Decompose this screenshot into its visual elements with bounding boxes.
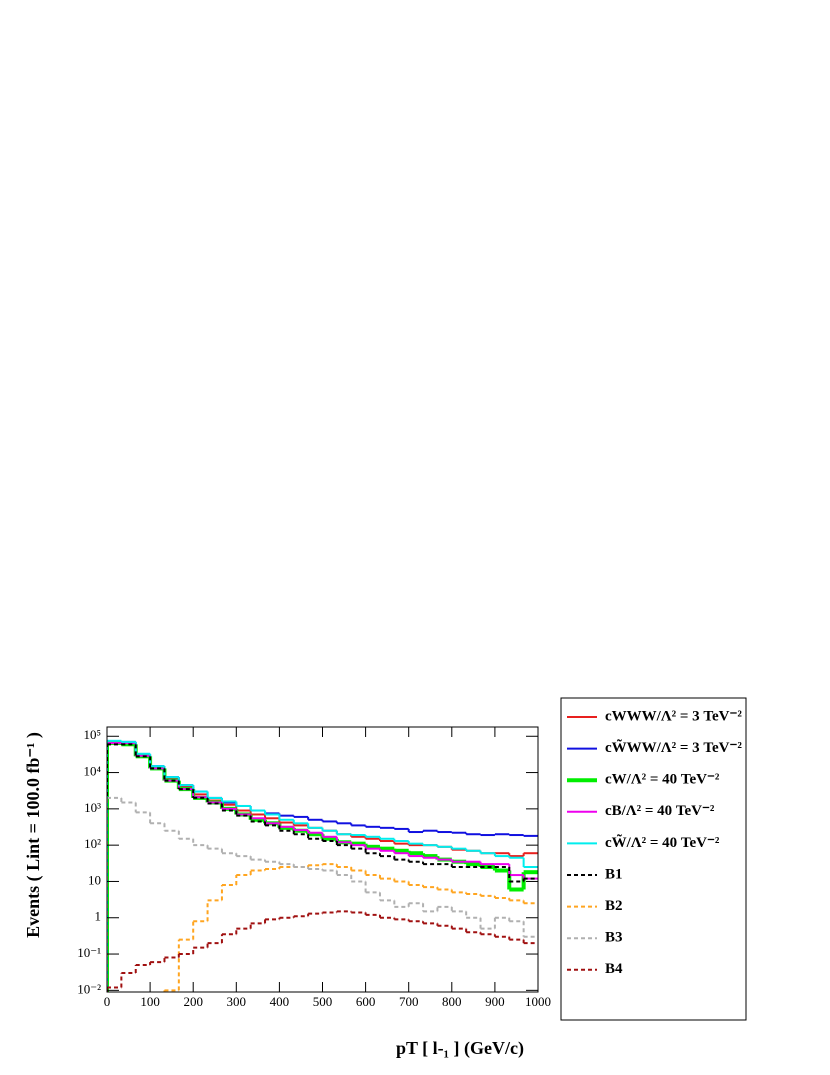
frame [106, 726, 539, 993]
x-tick-label: 700 [399, 994, 419, 1009]
y-tick-label: 1 [95, 909, 102, 924]
y-tick-label: 10⁵ [83, 727, 101, 742]
x-tick-label: 800 [442, 994, 462, 1009]
y-tick-label: 10⁴ [83, 764, 101, 779]
y-tick-label: 10² [84, 836, 101, 851]
x-tick-label: 1000 [525, 994, 551, 1009]
legend-label: cW̃WW/Λ² = 3 TeV⁻² [605, 739, 742, 756]
y-tick-label: 10⁻² [77, 981, 101, 996]
y-tick-label: 10³ [84, 800, 101, 815]
x-tick-label: 600 [356, 994, 376, 1009]
y-tick-label: 10 [88, 872, 101, 887]
legend-label: B1 [605, 866, 623, 882]
plot-area [107, 739, 538, 992]
y-tick-label: 10⁻¹ [77, 945, 101, 960]
legend-label: cW/Λ² = 40 TeV⁻² [605, 772, 720, 788]
legend-label: B4 [605, 961, 623, 977]
legend-label: cWWW/Λ² = 3 TeV⁻² [605, 708, 742, 724]
x-tick-label: 900 [485, 994, 505, 1009]
x-tick-label: 400 [270, 994, 290, 1009]
legend-label: B2 [605, 898, 623, 914]
x-tick-label: 0 [104, 994, 111, 1009]
x-axis-title: pT [ l-₁ ] (GeV/c) [396, 1038, 524, 1059]
legend-label: cB/Λ² = 40 TeV⁻² [605, 803, 715, 819]
x-tick-label: 200 [183, 994, 203, 1009]
y-axis-title: Events ( Lint = 100.0 fb⁻¹ ) [23, 732, 44, 938]
legend-box [560, 697, 747, 1021]
x-tick-label: 300 [227, 994, 247, 1009]
x-tick-label: 100 [140, 994, 160, 1009]
x-tick-label: 500 [313, 994, 333, 1009]
legend-label: B3 [605, 930, 623, 946]
legend-label: cW̃/Λ² = 40 TeV⁻² [605, 833, 720, 850]
